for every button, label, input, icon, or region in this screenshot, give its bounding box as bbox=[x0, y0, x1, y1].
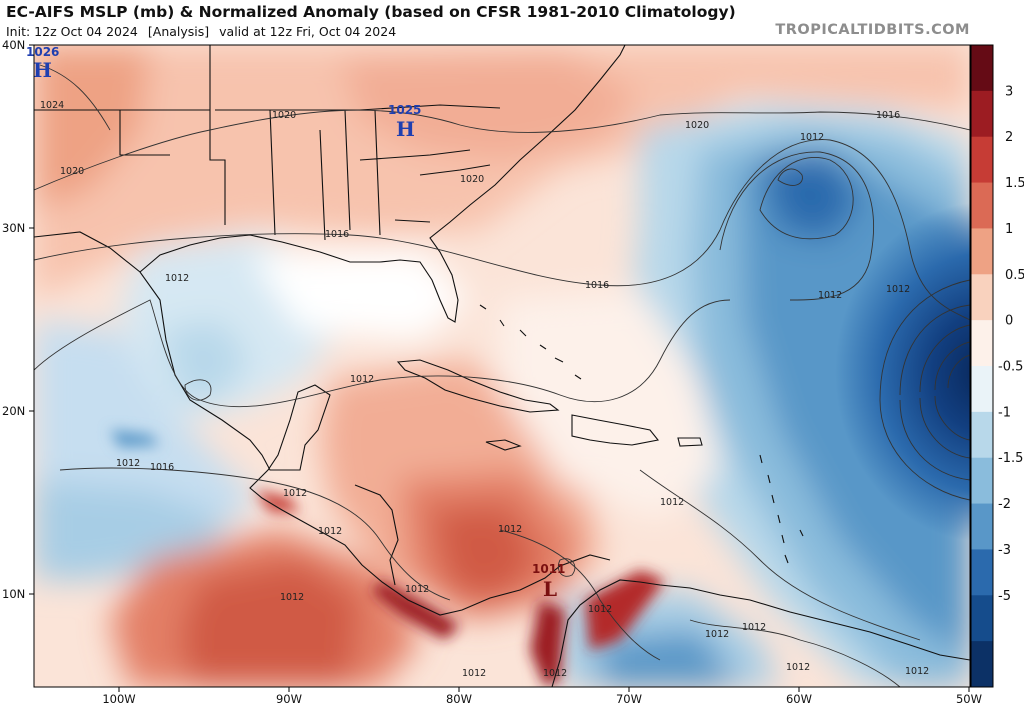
contour-label: 1012 bbox=[498, 524, 522, 535]
contour-label: 1020 bbox=[460, 174, 484, 185]
isobars bbox=[34, 64, 970, 687]
contour-label: 1012 bbox=[588, 604, 612, 615]
colorbar-tick-label: -0.5 bbox=[998, 360, 1023, 375]
colorbar-swatch bbox=[971, 90, 993, 138]
contour-label: 1016 bbox=[585, 280, 609, 291]
colorbar-swatch bbox=[971, 45, 993, 92]
lon-label: 80W bbox=[446, 692, 472, 706]
chart-subtitle: Init: 12z Oct 04 2024 [Analysis] valid at … bbox=[6, 24, 406, 39]
map-frame bbox=[33, 44, 971, 688]
high-value: 1026 bbox=[26, 45, 59, 59]
contour-label: 1012 bbox=[318, 526, 342, 537]
colorbar-swatch bbox=[971, 549, 993, 596]
contour-label: 1012 bbox=[405, 584, 429, 595]
pressure-systems: 1026 H 1025 H 1011 L bbox=[26, 45, 565, 601]
high-letter: H bbox=[396, 117, 415, 141]
site-brand: TROPICALTIDBITS.COM bbox=[775, 22, 970, 38]
colorbar-swatch bbox=[971, 503, 993, 550]
colorbar-tick-label: 1.5 bbox=[1005, 176, 1024, 191]
colorbar-tick-label: -1.5 bbox=[998, 451, 1023, 466]
colorbar-tick-label: -3 bbox=[998, 543, 1011, 558]
init-time: Init: 12z Oct 04 2024 bbox=[6, 24, 138, 39]
high-value: 1025 bbox=[388, 103, 421, 117]
high-pressure-marker: 1025 H bbox=[388, 103, 421, 141]
lon-label: 60W bbox=[786, 692, 812, 706]
contour-label: 1012 bbox=[543, 668, 567, 679]
contour-label: 1020 bbox=[272, 110, 296, 121]
colorbar-tick-label: -2 bbox=[998, 497, 1011, 512]
coastlines bbox=[34, 45, 970, 687]
colorbar-tick-label: 2 bbox=[1005, 130, 1013, 145]
high-letter: H bbox=[33, 58, 52, 82]
anomaly-colorbar: 3 2 1.5 1 0.5 0 -0.5 -1 -1.5 -2 -3 -5 bbox=[970, 44, 1024, 688]
contour-label: 1012 bbox=[280, 592, 304, 603]
lat-label: 20N bbox=[2, 404, 25, 418]
lon-label: 50W bbox=[956, 692, 982, 706]
colorbar-swatch bbox=[971, 136, 993, 184]
colorbar-tick-label: 3 bbox=[1005, 84, 1013, 99]
colorbar-swatch bbox=[971, 182, 993, 229]
contour-label: 1020 bbox=[60, 166, 84, 177]
lon-label: 90W bbox=[276, 692, 302, 706]
colorbar-swatch bbox=[971, 457, 993, 505]
contour-label: 1012 bbox=[818, 290, 842, 301]
contour-label: 1012 bbox=[462, 668, 486, 679]
latitude-axis: 40N 30N 20N 10N bbox=[2, 38, 34, 601]
lat-label: 40N bbox=[2, 38, 25, 52]
colorbar-tick-label: -1 bbox=[998, 405, 1011, 420]
lon-label: 70W bbox=[616, 692, 642, 706]
colorbar-swatch bbox=[971, 595, 993, 642]
contour-labels: 1024 1020 1020 1020 1020 1016 1016 1016 … bbox=[40, 100, 929, 679]
analysis-tag: [Analysis] bbox=[147, 24, 210, 39]
colorbar-swatch bbox=[971, 641, 993, 688]
contour-label: 1012 bbox=[742, 622, 766, 633]
contour-label: 1012 bbox=[786, 662, 810, 673]
lon-label: 100W bbox=[102, 692, 135, 706]
longitude-axis: 100W 90W 80W 70W 60W 50W bbox=[102, 687, 982, 706]
low-value: 1011 bbox=[532, 562, 565, 576]
colorbar-swatch bbox=[971, 411, 993, 459]
lat-label: 10N bbox=[2, 587, 25, 601]
contour-label: 1012 bbox=[800, 132, 824, 143]
colorbar-frame bbox=[970, 44, 994, 688]
colorbar-swatch bbox=[971, 320, 993, 367]
contour-label: 1012 bbox=[660, 497, 684, 508]
colorbar-swatch bbox=[971, 274, 993, 321]
colorbar-tick-label: 0 bbox=[1005, 314, 1013, 329]
colorbar-swatch bbox=[971, 228, 993, 275]
contour-label: 1016 bbox=[325, 229, 349, 240]
contour-label: 1012 bbox=[886, 284, 910, 295]
contour-label: 1016 bbox=[876, 110, 900, 121]
valid-time: valid at 12z Fri, Oct 04 2024 bbox=[219, 24, 397, 39]
colorbar-tick-label: -5 bbox=[998, 589, 1011, 604]
contour-label: 1020 bbox=[685, 120, 709, 131]
anomaly-field bbox=[34, 45, 970, 687]
lat-label: 30N bbox=[2, 221, 25, 235]
colorbar-swatch bbox=[971, 366, 993, 413]
low-pressure-marker: 1011 L bbox=[532, 562, 565, 601]
contour-label: 1024 bbox=[40, 100, 64, 111]
colorbar-tick-label: 0.5 bbox=[1005, 268, 1024, 283]
colorbar-tick-label: 1 bbox=[1005, 222, 1013, 237]
contour-label: 1016 bbox=[150, 462, 174, 473]
contour-label: 1012 bbox=[283, 488, 307, 499]
contour-label: 1012 bbox=[705, 629, 729, 640]
contour-label: 1012 bbox=[165, 273, 189, 284]
contour-label: 1012 bbox=[350, 374, 374, 385]
contour-label: 1012 bbox=[905, 666, 929, 677]
low-letter: L bbox=[543, 577, 557, 601]
contour-label: 1012 bbox=[116, 458, 140, 469]
chart-title: EC-AIFS MSLP (mb) & Normalized Anomaly (… bbox=[6, 3, 736, 21]
